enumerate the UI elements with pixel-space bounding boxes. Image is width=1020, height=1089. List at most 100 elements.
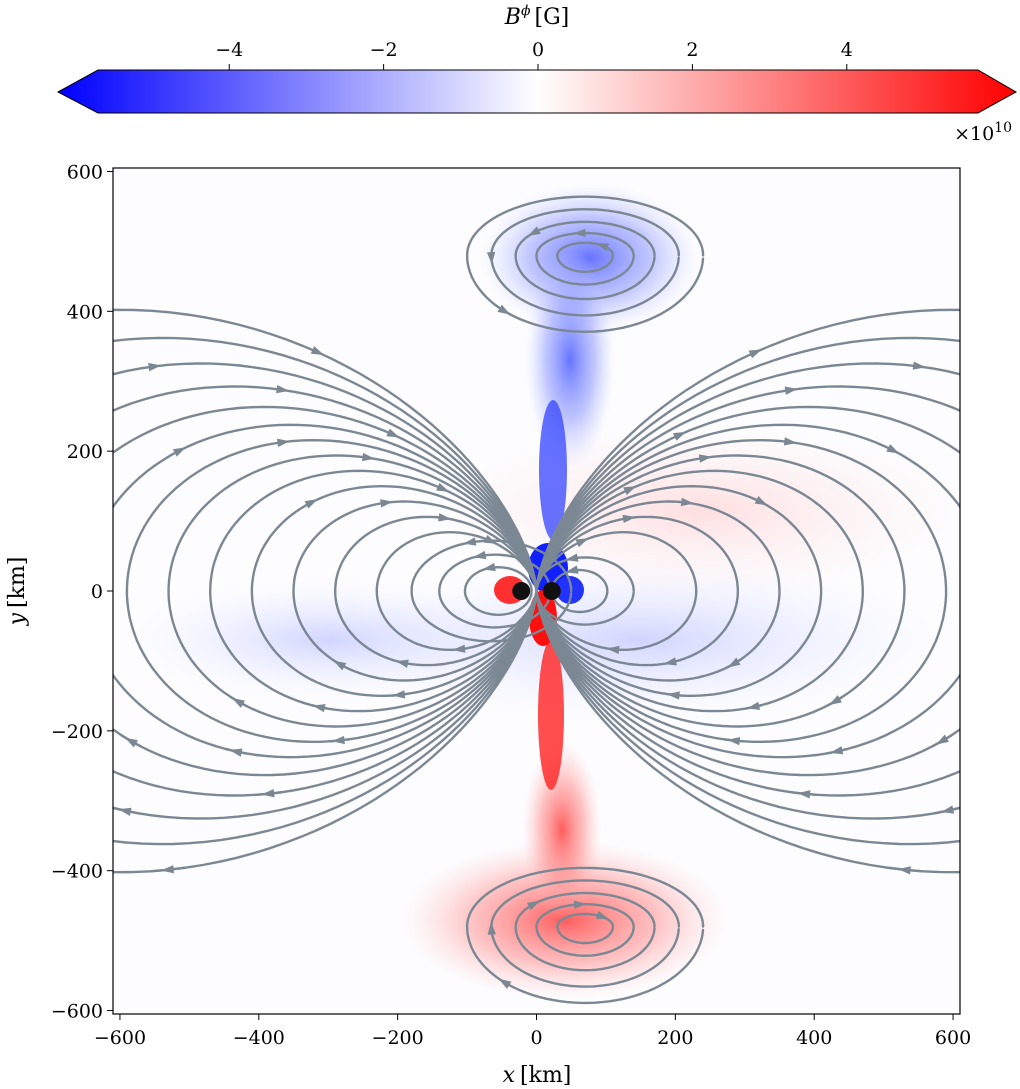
streamline-arrow [595,910,609,920]
streamline [465,195,705,333]
streamline-arrow [482,562,496,572]
compact-objects [512,582,561,600]
heatmap-negative-jet-lower [539,400,567,540]
x-tick-label: 400 [796,1027,832,1049]
streamline [292,500,538,682]
streamlines [113,195,960,1005]
streamline-arrow [380,499,394,508]
streamline-arrow [565,553,579,562]
colorbar-gradient [56,69,1018,114]
streamline [438,553,552,629]
streamline-arrow [261,789,275,798]
streamline [514,220,656,301]
streamline-arrow [935,734,949,745]
streamline [535,308,960,874]
streamline-arrow [333,660,347,671]
streamline [113,308,538,874]
streamline [125,438,538,743]
streamline [535,531,698,651]
colorbar-tick-label: 2 [686,39,698,61]
streamline-arrow [498,978,512,989]
streamline-arrow [118,807,132,816]
streamline-arrow [573,900,587,909]
streamline-arrow [940,805,955,814]
y-tick-label: 400 [67,301,103,323]
streamline-arrow [595,243,610,252]
y-axis-label: y[km] [5,557,30,627]
streamline-arrow [606,645,620,655]
colorbar-ticks: −4 −2 0 2 4 [215,39,853,70]
streamline-arrow [783,437,797,446]
streamline-arrow [392,690,406,699]
streamline-arrow [727,736,741,746]
x-tick-label: −200 [372,1027,424,1049]
streamline [113,385,538,797]
x-tick-label: 600 [935,1027,971,1049]
streamline-arrow [797,790,811,799]
streamline-arrow [148,362,162,372]
colorbar-scale-label: ×1010 [954,120,1012,145]
streamline [167,454,538,728]
streamline-arrow [754,496,768,506]
streamline-arrow [231,697,245,708]
streamline-arrow [310,346,324,356]
x-tick-label: −600 [94,1027,146,1049]
streamline-arrow [386,428,400,438]
streamline-arrow [304,499,318,509]
streamline-arrow [886,444,900,454]
streamline-arrow [746,701,761,710]
x-tick-label: 200 [657,1027,693,1049]
streamline [535,515,739,667]
streamline-arrow [727,657,741,668]
streamline-arrow [830,746,844,755]
streamline [535,362,960,820]
x-tick-label: −400 [233,1027,285,1049]
plot-area: −600 −400 −200 0 200 400 600 600 400 200 0 −200 −40… [5,161,971,1088]
streamline [535,484,823,697]
colorbar-label: Bϕ [G] [504,3,569,30]
streamline [535,405,960,777]
streamline [535,423,960,759]
compact-object [542,582,561,600]
streamline-arrow [229,748,243,757]
streamline [113,423,538,759]
streamline-arrow [622,514,636,524]
colorbar-tick-label: −4 [215,39,243,61]
streamline-arrow [172,447,187,457]
streamline [514,891,656,972]
streamline-arrow [161,865,175,874]
streamline [250,484,538,697]
y-tick-label: 600 [67,161,103,183]
streamline-arrow [124,737,138,748]
heatmap-positive-lobe [400,840,730,1000]
streamline-arrow [527,226,541,236]
streamline [535,556,635,626]
heatmap-positive-jet-upper [538,640,564,790]
streamline-arrow [912,361,926,370]
streamline-arrow [438,513,452,522]
y-tick-label: −200 [51,721,103,743]
streamline-arrow [575,538,589,548]
streamline [113,405,538,777]
streamline [113,362,538,820]
streamline-arrow [897,866,911,875]
streamline-arrow [312,704,326,713]
x-tick-label: 0 [530,1027,542,1049]
y-tick-label: 200 [67,441,103,463]
streamline [463,565,533,617]
streamline [535,469,865,713]
streamline-arrow [463,537,477,546]
streamline-arrow [698,454,712,463]
compact-object [512,582,531,600]
streamline [535,336,960,846]
streamline-arrow [748,349,762,359]
y-tick-label: −400 [51,861,103,883]
streamline-arrow [487,921,496,935]
streamline-arrow [486,251,496,265]
streamline-arrow [565,565,579,574]
streamline-arrow [436,482,450,492]
colorbar-tick-label: −2 [370,39,398,61]
streamline-arrow [572,228,586,238]
streamline-arrow [680,497,694,507]
